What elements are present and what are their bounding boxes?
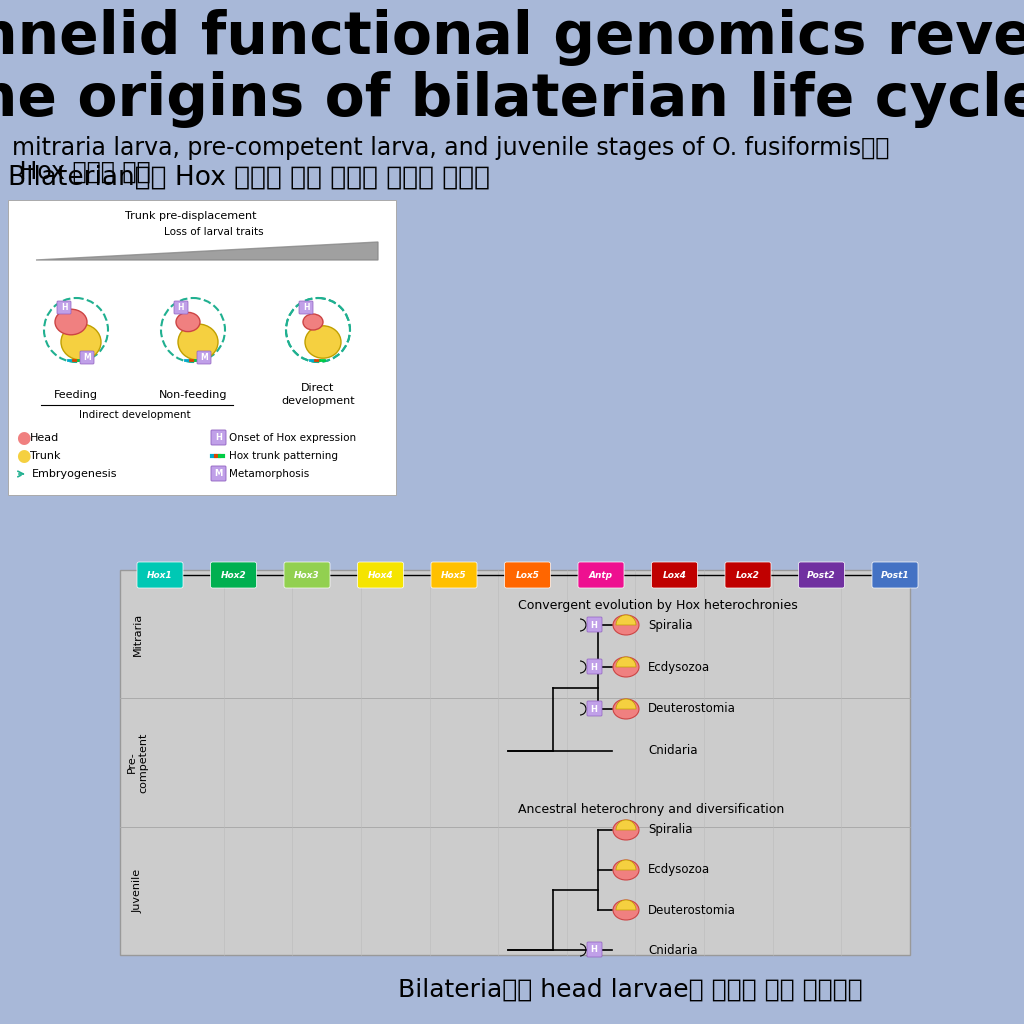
Text: H: H	[591, 945, 597, 954]
Text: Post2: Post2	[807, 570, 836, 580]
FancyBboxPatch shape	[799, 562, 845, 588]
Text: H: H	[60, 302, 68, 311]
FancyBboxPatch shape	[197, 351, 211, 364]
Text: Spiralia: Spiralia	[648, 823, 692, 837]
Text: Ecdysozoa: Ecdysozoa	[648, 863, 710, 877]
Ellipse shape	[55, 309, 87, 335]
FancyBboxPatch shape	[357, 562, 403, 588]
Ellipse shape	[303, 314, 323, 330]
Text: Juvenile: Juvenile	[133, 868, 143, 912]
Wedge shape	[616, 900, 636, 910]
Text: Hox3: Hox3	[294, 570, 319, 580]
Text: Hox1: Hox1	[147, 570, 173, 580]
Polygon shape	[36, 242, 378, 260]
FancyBboxPatch shape	[211, 562, 256, 588]
Text: Feeding: Feeding	[54, 390, 98, 400]
Ellipse shape	[613, 657, 639, 677]
FancyBboxPatch shape	[211, 430, 226, 445]
Ellipse shape	[178, 324, 218, 360]
FancyBboxPatch shape	[587, 659, 602, 674]
FancyBboxPatch shape	[284, 562, 330, 588]
FancyBboxPatch shape	[505, 562, 551, 588]
Text: development: development	[282, 396, 354, 406]
FancyBboxPatch shape	[587, 701, 602, 716]
FancyBboxPatch shape	[174, 301, 188, 314]
Text: Hox 유전자 발현: Hox 유전자 발현	[12, 160, 151, 184]
FancyBboxPatch shape	[57, 301, 71, 314]
Text: Ancestral heterochrony and diversification: Ancestral heterochrony and diversificati…	[518, 804, 784, 816]
Text: Lox5: Lox5	[515, 570, 540, 580]
Text: M: M	[83, 352, 91, 361]
FancyBboxPatch shape	[211, 466, 226, 481]
FancyBboxPatch shape	[587, 942, 602, 957]
Text: Trunk: Trunk	[30, 451, 60, 461]
Ellipse shape	[613, 900, 639, 920]
Text: Hox trunk patterning: Hox trunk patterning	[229, 451, 338, 461]
Text: H: H	[215, 433, 222, 442]
FancyBboxPatch shape	[8, 200, 396, 495]
Text: Convergent evolution by Hox heterochronies: Convergent evolution by Hox heterochroni…	[518, 598, 798, 611]
Text: Bilaterian에서 Hox 유전자 발현 시기와 라이프 사이클: Bilaterian에서 Hox 유전자 발현 시기와 라이프 사이클	[8, 165, 490, 191]
FancyBboxPatch shape	[587, 617, 602, 632]
Text: Pre-
competent: Pre- competent	[127, 732, 148, 793]
Text: Lox2: Lox2	[736, 570, 760, 580]
FancyBboxPatch shape	[137, 562, 183, 588]
Ellipse shape	[176, 312, 200, 332]
Text: Deuterostomia: Deuterostomia	[648, 702, 736, 716]
Text: ●: ●	[16, 447, 31, 465]
Text: Hox4: Hox4	[368, 570, 393, 580]
Wedge shape	[616, 615, 636, 625]
FancyBboxPatch shape	[299, 301, 313, 314]
FancyBboxPatch shape	[872, 562, 918, 588]
Text: Spiralia: Spiralia	[648, 618, 692, 632]
Ellipse shape	[305, 326, 341, 358]
Wedge shape	[616, 860, 636, 870]
Text: Loss of larval traits: Loss of larval traits	[164, 227, 263, 237]
Text: mitraria larva, pre-competent larva, and juvenile stages of O. fusiformis에서: mitraria larva, pre-competent larva, and…	[12, 136, 890, 160]
FancyBboxPatch shape	[578, 562, 624, 588]
FancyBboxPatch shape	[651, 562, 697, 588]
FancyBboxPatch shape	[120, 570, 910, 955]
Wedge shape	[616, 820, 636, 830]
Text: Annelid functional genomics reveal: Annelid functional genomics reveal	[0, 9, 1024, 67]
Text: M: M	[200, 352, 208, 361]
Text: H: H	[591, 621, 597, 630]
Wedge shape	[616, 699, 636, 709]
Text: H: H	[591, 705, 597, 714]
Text: Cnidaria: Cnidaria	[648, 744, 697, 758]
Text: Lox4: Lox4	[663, 570, 686, 580]
Text: Cnidaria: Cnidaria	[648, 943, 697, 956]
Text: H: H	[303, 302, 309, 311]
Text: Trunk pre-displacement: Trunk pre-displacement	[125, 211, 256, 221]
Text: Hox5: Hox5	[441, 570, 467, 580]
Text: Head: Head	[30, 433, 59, 443]
Text: Hox2: Hox2	[221, 570, 247, 580]
FancyBboxPatch shape	[725, 562, 771, 588]
Text: Embryogenesis: Embryogenesis	[32, 469, 118, 479]
Text: the origins of bilaterian life cycles: the origins of bilaterian life cycles	[0, 72, 1024, 128]
Text: Indirect development: Indirect development	[79, 410, 190, 420]
Text: Mitraria: Mitraria	[133, 612, 143, 655]
Text: M: M	[214, 469, 222, 478]
Text: Post1: Post1	[881, 570, 909, 580]
FancyBboxPatch shape	[80, 351, 94, 364]
FancyBboxPatch shape	[431, 562, 477, 588]
Text: Deuterostomia: Deuterostomia	[648, 903, 736, 916]
Wedge shape	[616, 657, 636, 667]
Text: Non-feeding: Non-feeding	[159, 390, 227, 400]
Ellipse shape	[613, 860, 639, 880]
Ellipse shape	[61, 324, 101, 360]
Ellipse shape	[613, 820, 639, 840]
Text: Bilateria에서 head larvae를 이용한 대안 시나리오: Bilateria에서 head larvae를 이용한 대안 시나리오	[397, 978, 862, 1002]
Text: Metamorphosis: Metamorphosis	[229, 469, 309, 479]
Text: H: H	[178, 302, 184, 311]
Text: H: H	[591, 663, 597, 672]
Text: ●: ●	[16, 429, 31, 447]
Ellipse shape	[613, 699, 639, 719]
Text: Ecdysozoa: Ecdysozoa	[648, 660, 710, 674]
Text: Onset of Hox expression: Onset of Hox expression	[229, 433, 356, 443]
Ellipse shape	[613, 615, 639, 635]
Text: Direct: Direct	[301, 383, 335, 393]
Text: Antp: Antp	[589, 570, 613, 580]
